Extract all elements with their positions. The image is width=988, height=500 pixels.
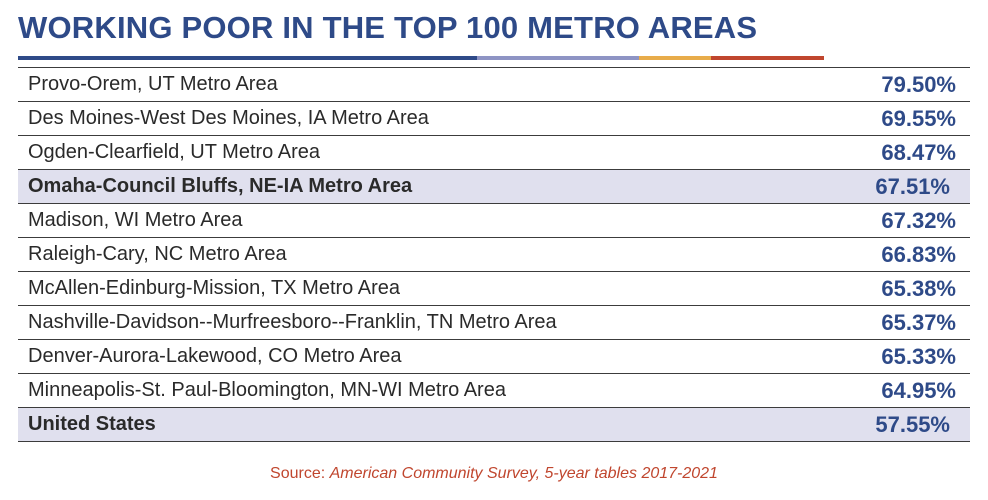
working-poor-share-value: 57.55%: [875, 411, 950, 437]
table-row: Denver-Aurora-Lakewood, CO Metro Area 65.…: [18, 340, 970, 374]
source-note: Source: American Community Survey, 5-yea…: [0, 465, 988, 483]
working-poor-share-value: 67.51%: [875, 173, 950, 199]
metro-area-table: Provo-Orem, UT Metro Area 79.50% Des Moine…: [18, 67, 970, 442]
working-poor-share-value: 65.38%: [881, 275, 956, 301]
working-poor-share-value: 67.32%: [881, 207, 956, 233]
metro-area-name: Raleigh-Cary, NC Metro Area: [28, 243, 287, 265]
chart-title: WORKING POOR IN THE TOP 100 METRO AREAS: [18, 10, 758, 45]
table-row: Raleigh-Cary, NC Metro Area 66.83%: [18, 238, 970, 272]
title-underline-segment: [711, 56, 824, 60]
table-row: Minneapolis-St. Paul-Bloomington, MN-WI …: [18, 374, 970, 408]
table-row: Omaha-Council Bluffs, NE-IA Metro Area 67…: [18, 170, 970, 204]
working-poor-share-value: 66.83%: [881, 241, 956, 267]
table-row: McAllen-Edinburg-Mission, TX Metro Area 6…: [18, 272, 970, 306]
working-poor-share-value: 68.47%: [881, 139, 956, 165]
metro-area-name: Omaha-Council Bluffs, NE-IA Metro Area: [28, 175, 413, 197]
metro-area-name: Nashville-Davidson--Murfreesboro--Frankl…: [28, 311, 557, 333]
table-row: Ogden-Clearfield, UT Metro Area 68.47%: [18, 136, 970, 170]
metro-area-name: United States: [28, 413, 156, 435]
metro-area-name: Des Moines-West Des Moines, IA Metro Are…: [28, 107, 429, 129]
table-row: Des Moines-West Des Moines, IA Metro Are…: [18, 102, 970, 136]
title-underline-bar: [18, 56, 824, 60]
table-row: United States 57.55%: [18, 408, 970, 442]
metro-area-name: Madison, WI Metro Area: [28, 209, 243, 231]
metro-area-name: Denver-Aurora-Lakewood, CO Metro Area: [28, 345, 402, 367]
working-poor-share-value: 79.50%: [881, 71, 956, 97]
source-text: American Community Survey, 5-year tables…: [329, 465, 718, 482]
working-poor-share-value: 69.55%: [881, 105, 956, 131]
metro-area-name: Minneapolis-St. Paul-Bloomington, MN-WI …: [28, 379, 506, 401]
title-underline-segment: [638, 56, 712, 60]
metro-area-name: Ogden-Clearfield, UT Metro Area: [28, 141, 320, 163]
metro-area-name: McAllen-Edinburg-Mission, TX Metro Area: [28, 277, 400, 299]
table-row: Nashville-Davidson--Murfreesboro--Frankl…: [18, 306, 970, 340]
metro-area-name: Provo-Orem, UT Metro Area: [28, 73, 278, 95]
working-poor-share-value: 65.33%: [881, 343, 956, 369]
working-poor-share-value: 65.37%: [881, 309, 956, 335]
table-row: Madison, WI Metro Area 67.32%: [18, 204, 970, 238]
title-underline-segment: [477, 56, 639, 60]
table-row: Provo-Orem, UT Metro Area 79.50%: [18, 68, 970, 102]
source-label: Source:: [270, 465, 326, 482]
working-poor-share-value: 64.95%: [881, 377, 956, 403]
title-underline-segment: [18, 56, 478, 60]
